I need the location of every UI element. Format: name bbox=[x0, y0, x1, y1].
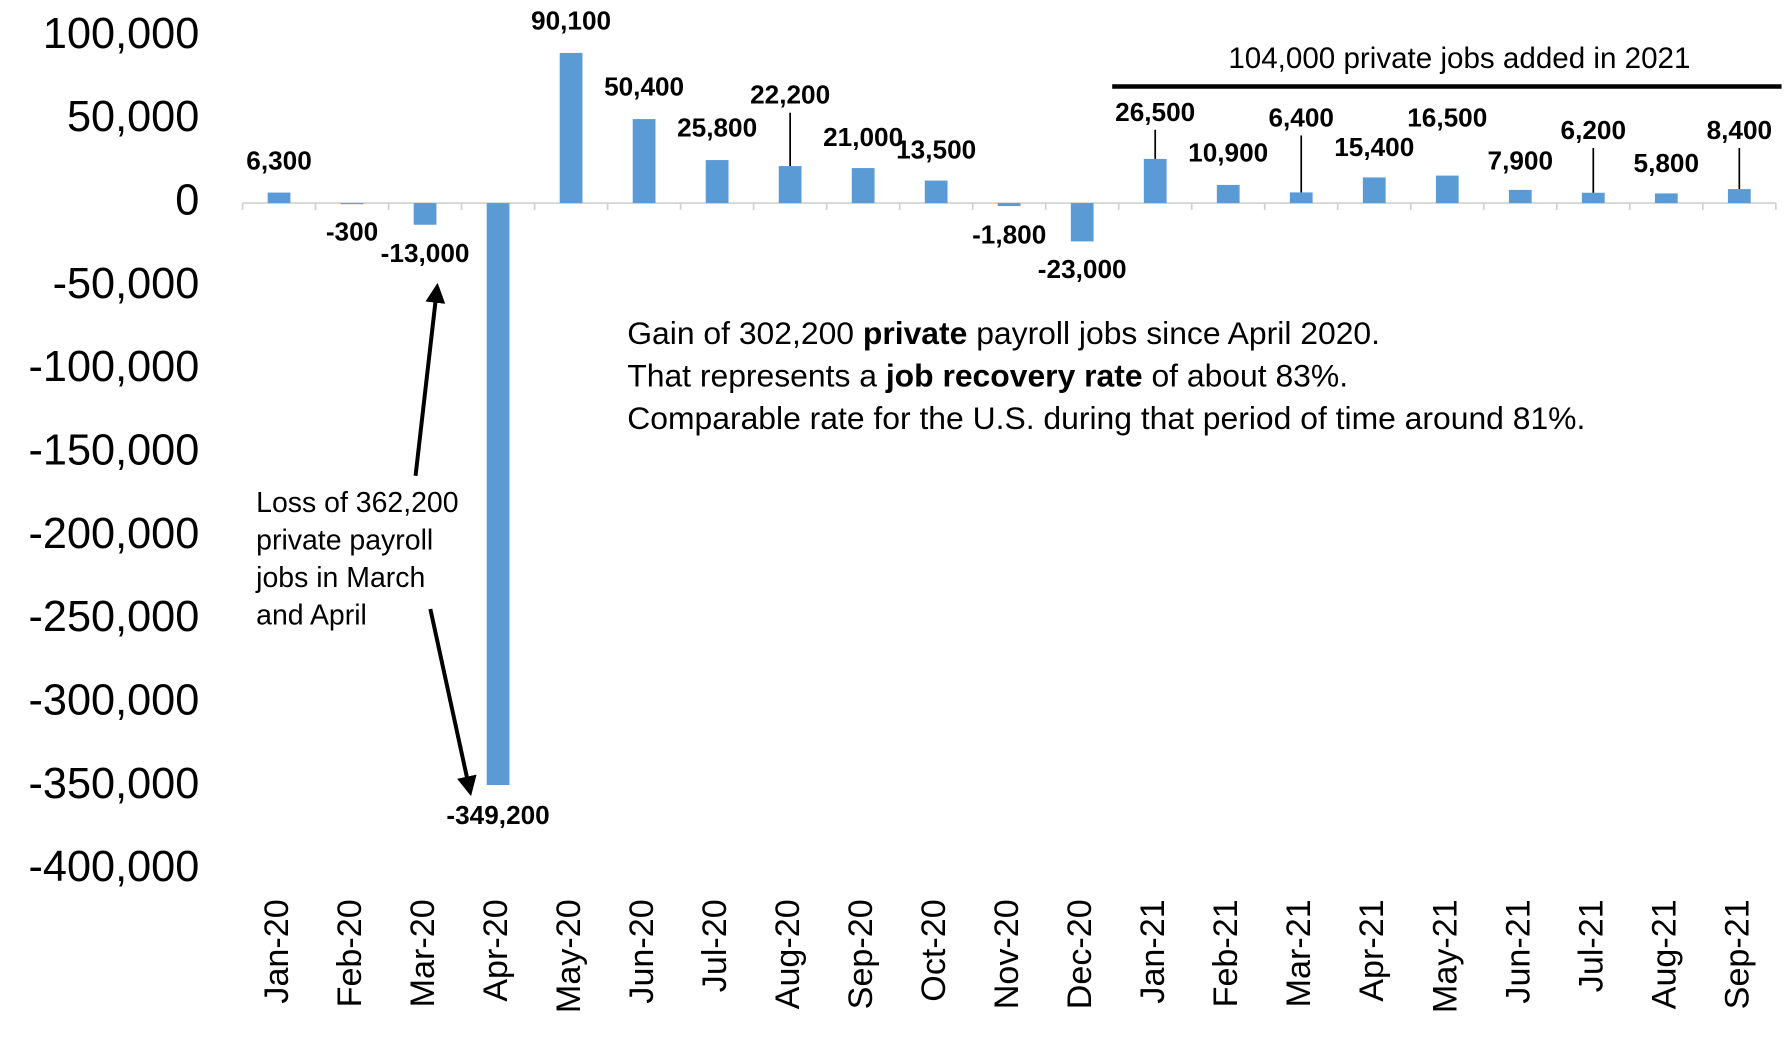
y-tick-label: -400,000 bbox=[29, 843, 200, 891]
y-tick-label: -50,000 bbox=[53, 260, 200, 308]
loss-line: jobs in March bbox=[255, 562, 425, 594]
data-label: -1,800 bbox=[972, 220, 1046, 250]
data-label: 21,000 bbox=[823, 122, 903, 152]
x-tick-label: Sep-20 bbox=[842, 899, 880, 1009]
bar bbox=[1143, 158, 1167, 204]
loss-annotation: Loss of 362,200 private payroll jobs in Ma… bbox=[255, 487, 458, 632]
x-tick-label: May-20 bbox=[550, 899, 588, 1013]
gain-segment: of about 83%. bbox=[1143, 358, 1348, 394]
x-tick-label: Jun-21 bbox=[1499, 899, 1537, 1003]
data-label: 50,400 bbox=[604, 72, 684, 102]
arrow bbox=[428, 608, 477, 797]
bar bbox=[632, 119, 656, 204]
y-tick-label: -200,000 bbox=[29, 510, 200, 558]
loss-line: and April bbox=[256, 599, 367, 631]
data-label: 8,400 bbox=[1707, 115, 1773, 145]
y-tick-label: -250,000 bbox=[29, 593, 200, 641]
x-tick-label: Jan-21 bbox=[1134, 899, 1172, 1003]
loss-line: Loss of 362,200 bbox=[256, 487, 458, 519]
gain-segment: private bbox=[863, 315, 967, 351]
gain-segment: Comparable rate for the U.S. during that… bbox=[627, 401, 1585, 437]
bar bbox=[413, 203, 437, 225]
bracket-label: 104,000 private jobs added in 2021 bbox=[1228, 42, 1690, 75]
bar bbox=[1581, 192, 1605, 204]
x-tick-label: Aug-21 bbox=[1645, 899, 1683, 1009]
bar bbox=[997, 203, 1021, 207]
x-tick-label: Feb-21 bbox=[1207, 899, 1245, 1007]
bar bbox=[486, 203, 510, 786]
bar bbox=[1727, 189, 1751, 204]
bar bbox=[851, 168, 875, 204]
bar bbox=[1362, 177, 1386, 204]
x-tick-label: Mar-20 bbox=[404, 899, 442, 1007]
y-tick-label: -100,000 bbox=[29, 343, 200, 391]
y-tick-label: -300,000 bbox=[29, 676, 200, 724]
data-label: 22,200 bbox=[750, 80, 830, 110]
data-label: -300 bbox=[326, 216, 378, 246]
data-label: -13,000 bbox=[381, 238, 470, 268]
x-tick-label: Apr-21 bbox=[1353, 899, 1391, 1001]
x-tick-label: Jul-20 bbox=[696, 899, 734, 992]
y-tick-label: 50,000 bbox=[67, 93, 199, 141]
data-label: 16,500 bbox=[1407, 102, 1487, 132]
x-tick-label: Aug-20 bbox=[769, 899, 807, 1009]
data-label: 7,900 bbox=[1488, 146, 1554, 176]
bar bbox=[1289, 192, 1313, 204]
data-label: -23,000 bbox=[1038, 254, 1127, 284]
data-label: 10,900 bbox=[1188, 138, 1268, 168]
y-tick-label: -150,000 bbox=[29, 426, 200, 474]
bar bbox=[1216, 184, 1240, 204]
y-tick-label: 100,000 bbox=[43, 10, 199, 58]
y-tick-label: -350,000 bbox=[29, 760, 200, 808]
data-label: 5,800 bbox=[1634, 148, 1700, 178]
data-label: 6,300 bbox=[246, 146, 312, 176]
bar bbox=[1654, 193, 1678, 204]
gain-segment: That represents a bbox=[627, 358, 886, 394]
x-tick-label: Dec-20 bbox=[1061, 899, 1099, 1009]
data-label: -349,200 bbox=[446, 800, 549, 830]
data-label: 15,400 bbox=[1334, 132, 1414, 162]
x-tick-label: Mar-21 bbox=[1280, 899, 1318, 1007]
gain-segment: Gain of 302,200 bbox=[627, 315, 863, 351]
x-tick-label: Jul-21 bbox=[1572, 899, 1610, 992]
gain-annotation: Gain of 302,200 private payroll jobs sin… bbox=[627, 315, 1585, 436]
arrow bbox=[413, 282, 446, 477]
bar bbox=[1070, 203, 1094, 242]
x-tick-label: Oct-20 bbox=[915, 899, 953, 1001]
data-label: 26,500 bbox=[1115, 97, 1195, 127]
x-tick-label: Apr-20 bbox=[477, 899, 515, 1001]
data-label: 6,200 bbox=[1561, 115, 1627, 145]
x-tick-label: Jun-20 bbox=[623, 899, 661, 1003]
x-tick-label: Jan-20 bbox=[258, 899, 296, 1003]
bar bbox=[1508, 189, 1532, 204]
data-label: 6,400 bbox=[1268, 102, 1334, 132]
bar bbox=[705, 160, 729, 204]
bar bbox=[267, 192, 291, 204]
bar bbox=[340, 203, 364, 205]
gain-line: That represents a job recovery rate of a… bbox=[627, 358, 1348, 394]
bar bbox=[778, 166, 802, 204]
x-tick-label: Sep-21 bbox=[1718, 899, 1756, 1009]
x-tick-label: Nov-20 bbox=[988, 899, 1026, 1009]
gain-segment: job recovery rate bbox=[885, 358, 1143, 394]
data-label: 13,500 bbox=[896, 134, 976, 164]
x-tick-label: Feb-20 bbox=[331, 899, 369, 1007]
gain-line: Comparable rate for the U.S. during that… bbox=[627, 401, 1585, 437]
bar bbox=[924, 180, 948, 204]
y-tick-label: 0 bbox=[175, 176, 199, 224]
data-label: 90,100 bbox=[531, 6, 611, 36]
gain-line: Gain of 302,200 private payroll jobs sin… bbox=[627, 315, 1380, 351]
loss-line: private payroll bbox=[256, 524, 433, 556]
x-tick-label: May-21 bbox=[1426, 899, 1464, 1013]
data-label: 25,800 bbox=[677, 113, 757, 143]
bar bbox=[1435, 175, 1459, 204]
bar bbox=[559, 52, 583, 204]
gain-segment: payroll jobs since April 2020. bbox=[967, 315, 1380, 351]
